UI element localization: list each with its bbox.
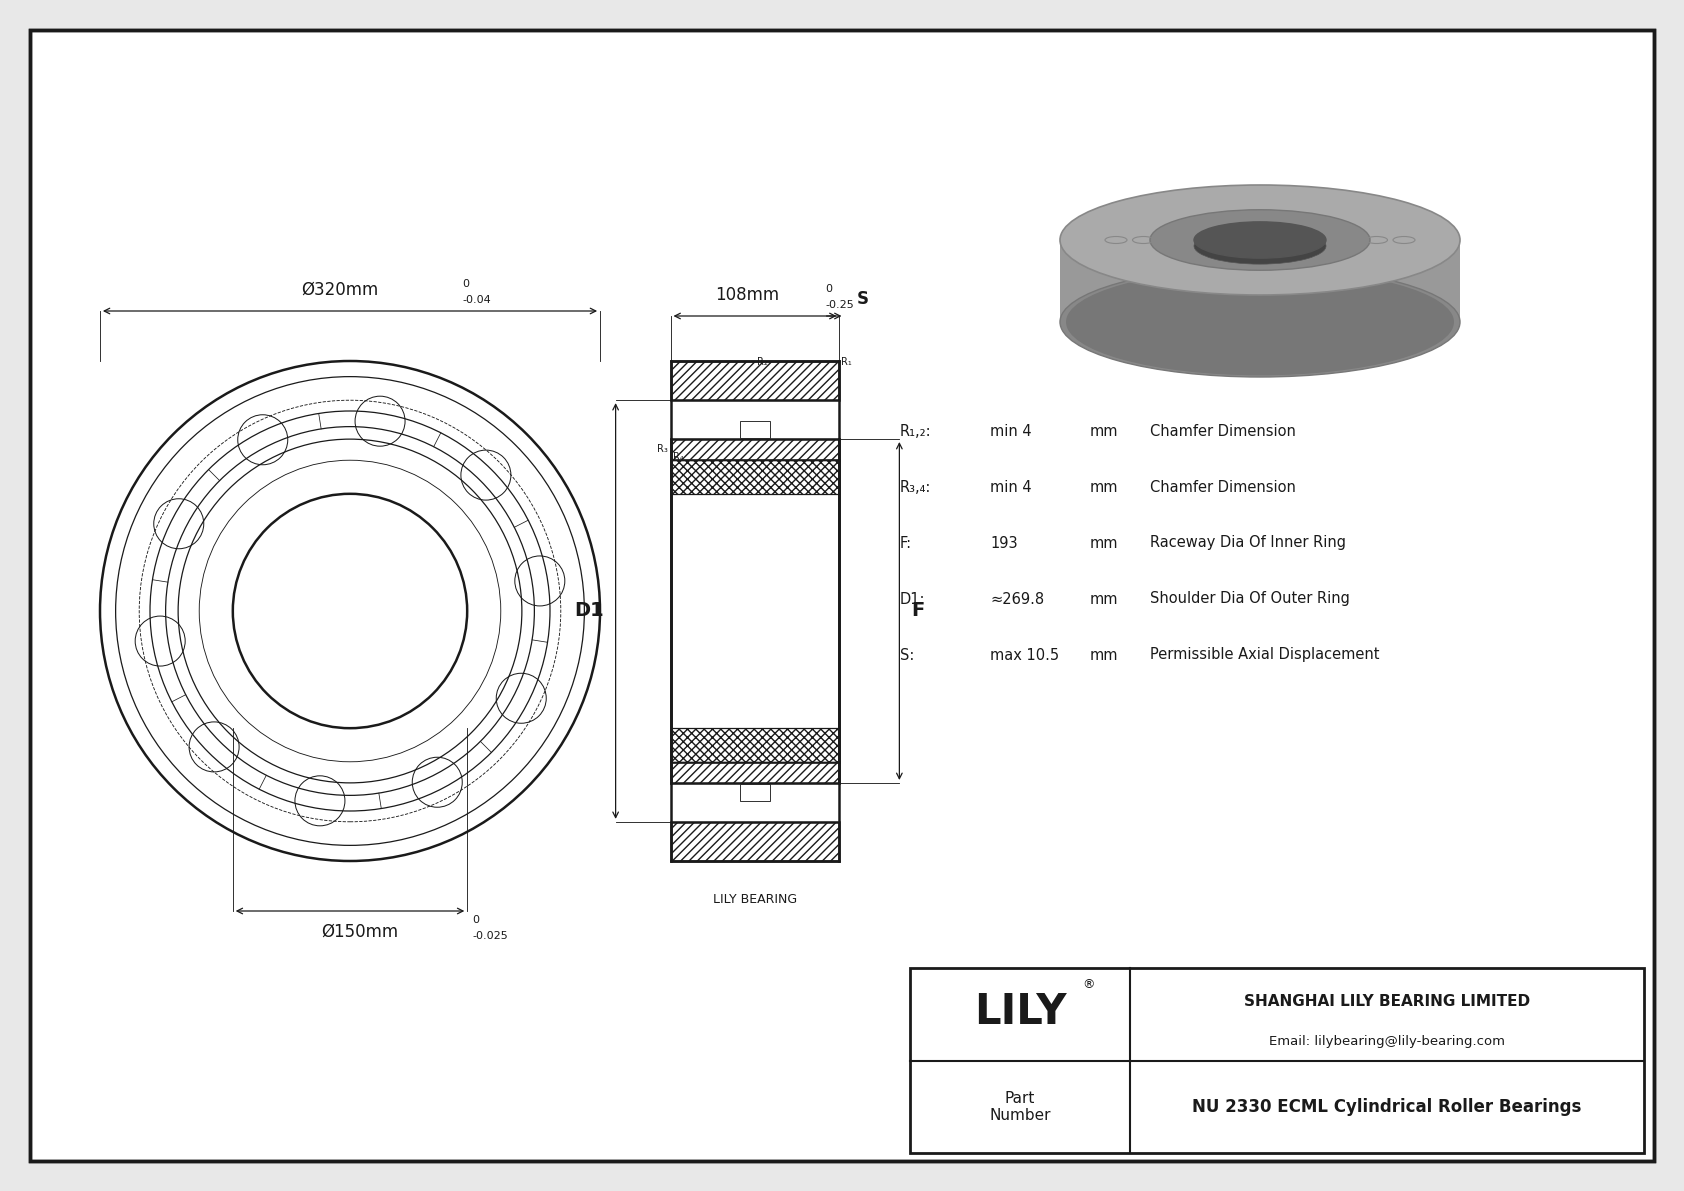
Text: min 4: min 4 bbox=[990, 480, 1032, 494]
Text: -0.025: -0.025 bbox=[472, 931, 509, 941]
Text: Raceway Dia Of Inner Ring: Raceway Dia Of Inner Ring bbox=[1150, 536, 1346, 550]
Text: Chamfer Dimension: Chamfer Dimension bbox=[1150, 480, 1297, 494]
Bar bbox=[670, 728, 839, 762]
Text: Ø150mm: Ø150mm bbox=[322, 923, 399, 941]
Ellipse shape bbox=[1150, 210, 1371, 270]
Text: Shoulder Dia Of Outer Ring: Shoulder Dia Of Outer Ring bbox=[1150, 592, 1351, 606]
Text: 0: 0 bbox=[472, 915, 478, 925]
Bar bbox=[1059, 241, 1460, 322]
Text: R₃,₄:: R₃,₄: bbox=[899, 480, 931, 494]
Ellipse shape bbox=[1194, 222, 1325, 258]
Bar bbox=[670, 439, 839, 460]
Text: LILY BEARING: LILY BEARING bbox=[712, 893, 797, 906]
Text: mm: mm bbox=[1090, 424, 1118, 438]
Text: D1:: D1: bbox=[899, 592, 926, 606]
Text: Email: lilybearing@lily-bearing.com: Email: lilybearing@lily-bearing.com bbox=[1270, 1035, 1505, 1048]
Bar bbox=[670, 439, 839, 460]
Bar bbox=[670, 361, 839, 400]
Bar bbox=[670, 460, 839, 494]
Bar bbox=[741, 420, 770, 438]
Bar bbox=[670, 762, 839, 782]
Text: S: S bbox=[857, 289, 869, 308]
Text: Permissible Axial Displacement: Permissible Axial Displacement bbox=[1150, 648, 1379, 662]
Text: min 4: min 4 bbox=[990, 424, 1032, 438]
Bar bbox=[670, 460, 839, 494]
Text: 0: 0 bbox=[461, 279, 470, 289]
Bar bbox=[670, 361, 839, 400]
Ellipse shape bbox=[1066, 269, 1453, 375]
Text: R₁: R₁ bbox=[842, 357, 852, 367]
Text: R₂: R₂ bbox=[758, 357, 768, 367]
Text: NU 2330 ECML Cylindrical Roller Bearings: NU 2330 ECML Cylindrical Roller Bearings bbox=[1192, 1098, 1581, 1116]
Text: mm: mm bbox=[1090, 480, 1118, 494]
Ellipse shape bbox=[1059, 185, 1460, 295]
Text: mm: mm bbox=[1090, 536, 1118, 550]
Text: ®: ® bbox=[1081, 978, 1095, 991]
Ellipse shape bbox=[1194, 227, 1325, 264]
Bar bbox=[670, 822, 839, 861]
Text: F:: F: bbox=[899, 536, 913, 550]
Text: ≈269.8: ≈269.8 bbox=[990, 592, 1044, 606]
Text: 108mm: 108mm bbox=[716, 286, 780, 304]
Text: D1: D1 bbox=[574, 601, 603, 621]
Text: -0.04: -0.04 bbox=[461, 295, 490, 305]
Text: mm: mm bbox=[1090, 648, 1118, 662]
Text: F: F bbox=[911, 601, 925, 621]
Text: mm: mm bbox=[1090, 592, 1118, 606]
Text: max 10.5: max 10.5 bbox=[990, 648, 1059, 662]
Text: Ø320mm: Ø320mm bbox=[301, 281, 379, 299]
Bar bbox=[670, 728, 839, 762]
Text: R₁,₂:: R₁,₂: bbox=[899, 424, 931, 438]
Bar bbox=[670, 822, 839, 861]
Text: SHANGHAI LILY BEARING LIMITED: SHANGHAI LILY BEARING LIMITED bbox=[1244, 993, 1531, 1009]
Bar bbox=[909, 968, 1644, 1153]
Text: S:: S: bbox=[899, 648, 914, 662]
Bar bbox=[670, 762, 839, 782]
Bar bbox=[741, 784, 770, 802]
Text: R₃: R₃ bbox=[657, 444, 667, 454]
Text: Part
Number: Part Number bbox=[989, 1091, 1051, 1123]
Text: Chamfer Dimension: Chamfer Dimension bbox=[1150, 424, 1297, 438]
Text: LILY: LILY bbox=[973, 991, 1066, 1034]
Text: -0.25: -0.25 bbox=[825, 300, 854, 310]
Ellipse shape bbox=[1059, 267, 1460, 378]
Text: R₄: R₄ bbox=[672, 453, 684, 462]
Text: 0: 0 bbox=[825, 283, 832, 294]
Text: 193: 193 bbox=[990, 536, 1017, 550]
